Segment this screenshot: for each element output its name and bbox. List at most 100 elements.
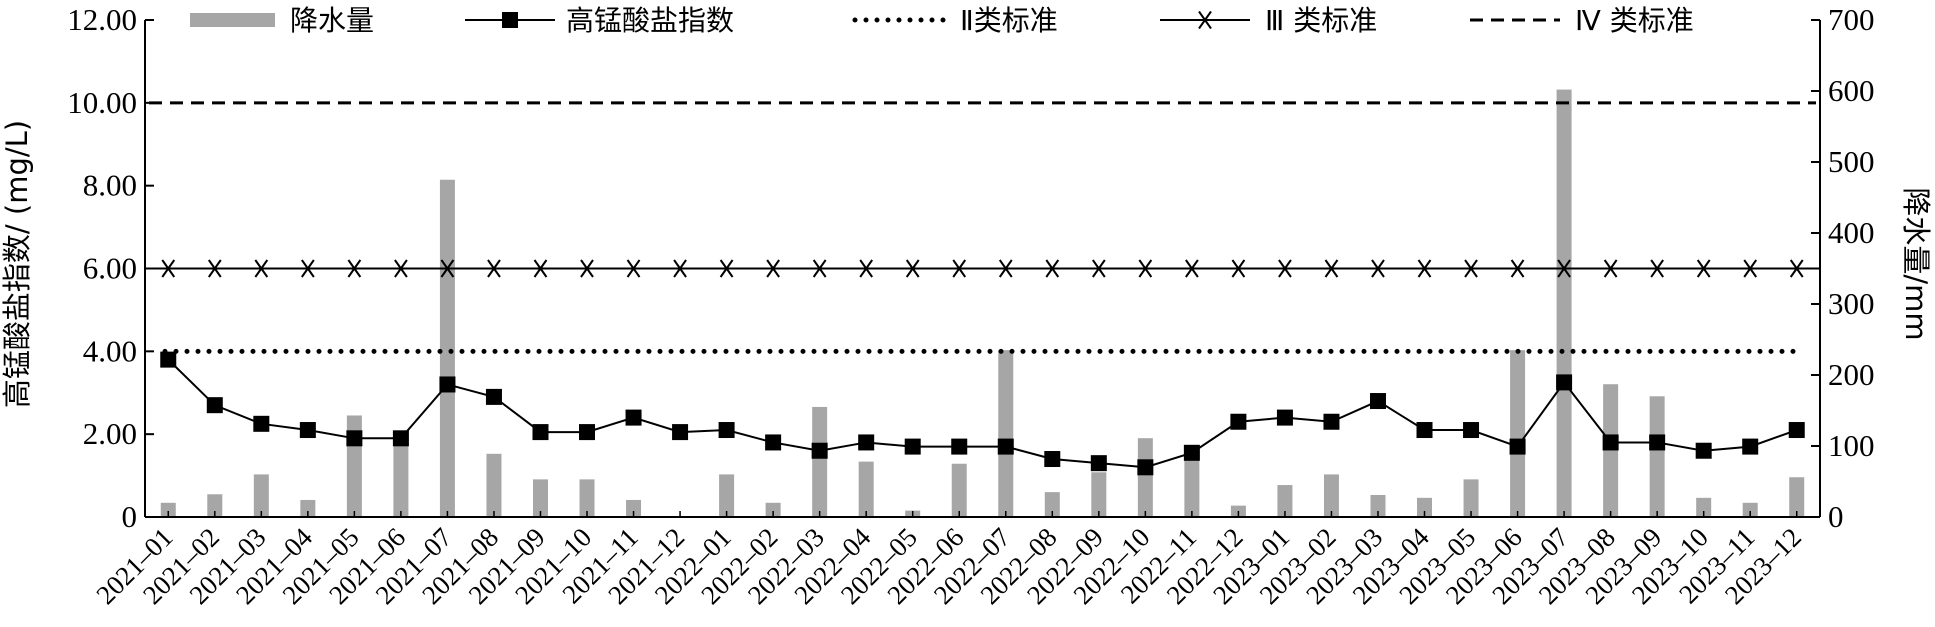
- class-iii-marker: [716, 259, 737, 278]
- precip-bar: [253, 474, 269, 517]
- precip-bar: [719, 474, 735, 517]
- legend-label-star-standard: Ⅲ 类标准: [1265, 4, 1377, 37]
- class-iii-marker: [1693, 259, 1714, 278]
- legend-item-star-standard: Ⅲ 类标准: [1160, 4, 1377, 37]
- class-iii-marker: [949, 259, 970, 278]
- right-tick-label: 200: [1828, 357, 1875, 392]
- permanganate-point: [299, 422, 316, 439]
- class-iii-marker: [763, 259, 784, 278]
- class-iii-marker: [1042, 259, 1063, 278]
- permanganate-point: [1556, 374, 1573, 391]
- permanganate-point: [811, 442, 828, 459]
- precip-bar: [1556, 89, 1572, 517]
- permanganate-point: [672, 424, 689, 441]
- class-iii-marker: [390, 259, 411, 278]
- left-tick-label: 6.00: [83, 251, 137, 286]
- standard-lines: [145, 101, 1820, 354]
- precip-bar: [300, 499, 316, 517]
- permanganate-point: [1323, 413, 1340, 430]
- class-iii-marker: [623, 259, 644, 278]
- precipitation-bars: [160, 89, 1805, 517]
- permanganate-point: [1044, 451, 1061, 468]
- class-iii-marker: [1461, 259, 1482, 278]
- legend-label-permanganate: 高锰酸盐指数: [566, 4, 734, 37]
- class-iii-marker: [1088, 259, 1109, 278]
- left-tick-label: 0: [122, 499, 138, 534]
- precip-bar: [858, 461, 874, 517]
- class-iii-marker: [530, 259, 551, 278]
- precip-bar: [1649, 396, 1665, 517]
- permanganate-point: [997, 438, 1014, 455]
- legend-item-permanganate: 高锰酸盐指数: [465, 4, 734, 37]
- legend-label-dashed-standard: Ⅳ 类标准: [1575, 4, 1694, 37]
- class-iii-marker: [1507, 259, 1528, 278]
- permanganate-point: [625, 409, 642, 426]
- right-tick-label: 600: [1828, 73, 1875, 108]
- precip-bar: [626, 499, 642, 517]
- permanganate-point: [253, 415, 270, 432]
- axes: 0 2.00 4.00 6.00 8.00 10.00 12.00 0 100 200 300 400…: [67, 2, 1874, 610]
- class-iii-marker: [1135, 259, 1156, 278]
- permanganate-point: [765, 434, 782, 451]
- right-tick-label: 400: [1828, 215, 1875, 250]
- precip-bar: [1184, 458, 1200, 517]
- class-iii-marker: [1321, 259, 1342, 278]
- legend-swatch-permanganate-marker: [502, 12, 518, 28]
- precip-bar: [1742, 502, 1758, 517]
- class-iii-marker: [1228, 259, 1249, 278]
- right-tick-label: 0: [1828, 499, 1844, 534]
- precip-bar: [207, 494, 223, 517]
- permanganate-point: [439, 376, 456, 393]
- precip-bar: [439, 179, 455, 517]
- class-iii-marker: [1274, 259, 1295, 278]
- class-iii-marker: [1740, 259, 1761, 278]
- precip-bar: [1789, 477, 1805, 517]
- precip-bar: [1044, 492, 1060, 517]
- legend-label-dotted-standard: Ⅱ类标准: [960, 4, 1058, 37]
- precip-bar: [532, 479, 548, 517]
- permanganate-point: [1788, 422, 1805, 439]
- permanganate-point: [1602, 434, 1619, 451]
- class-iii-marker: [995, 259, 1016, 278]
- permanganate-point: [951, 438, 968, 455]
- precip-bar: [812, 406, 828, 517]
- precip-bar: [393, 436, 409, 517]
- left-tick-label: 2.00: [83, 416, 137, 451]
- class-iii-marker: [577, 259, 598, 278]
- left-axis-title: 高锰酸盐指数/ (mg/L): [0, 120, 34, 408]
- class-iii-marker: [1600, 259, 1621, 278]
- precip-bar: [1510, 350, 1526, 517]
- class-iii-marker: [297, 259, 318, 278]
- class-iii-marker: [344, 259, 365, 278]
- legend-item-precipitation: 降水量: [190, 4, 374, 37]
- class-iii-marker: [1554, 259, 1575, 278]
- precip-bar: [1091, 472, 1107, 517]
- class-iii-marker: [902, 259, 923, 278]
- class-iii-marker: [856, 259, 877, 278]
- precip-bar: [1277, 485, 1293, 517]
- right-axis-title: 降水量/mm: [1899, 187, 1933, 340]
- class-iii-marker: [1181, 259, 1202, 278]
- class-iii-marker: [483, 259, 504, 278]
- class-iii-marker: [809, 259, 830, 278]
- legend: 降水量 高锰酸盐指数 Ⅱ类标准 Ⅲ 类标准 Ⅳ 类标准: [190, 4, 1694, 37]
- precip-bar: [486, 453, 502, 517]
- class-iii-marker: [251, 259, 272, 278]
- permanganate-point: [904, 438, 921, 455]
- permanganate-point: [1416, 422, 1433, 439]
- permanganate-point: [579, 424, 596, 441]
- permanganate-point: [1649, 434, 1666, 451]
- precip-bar: [579, 479, 595, 517]
- class-iii-marker: [670, 259, 691, 278]
- permanganate-point: [1742, 438, 1759, 455]
- right-tick-label: 300: [1828, 286, 1875, 321]
- permanganate-point: [1090, 455, 1107, 472]
- permanganate-point: [160, 351, 177, 368]
- class-iii-marker: [1786, 259, 1807, 278]
- permanganate-point: [346, 430, 363, 447]
- permanganate-point: [485, 388, 502, 405]
- class-iii-marker: [1647, 259, 1668, 278]
- permanganate-point: [206, 397, 223, 414]
